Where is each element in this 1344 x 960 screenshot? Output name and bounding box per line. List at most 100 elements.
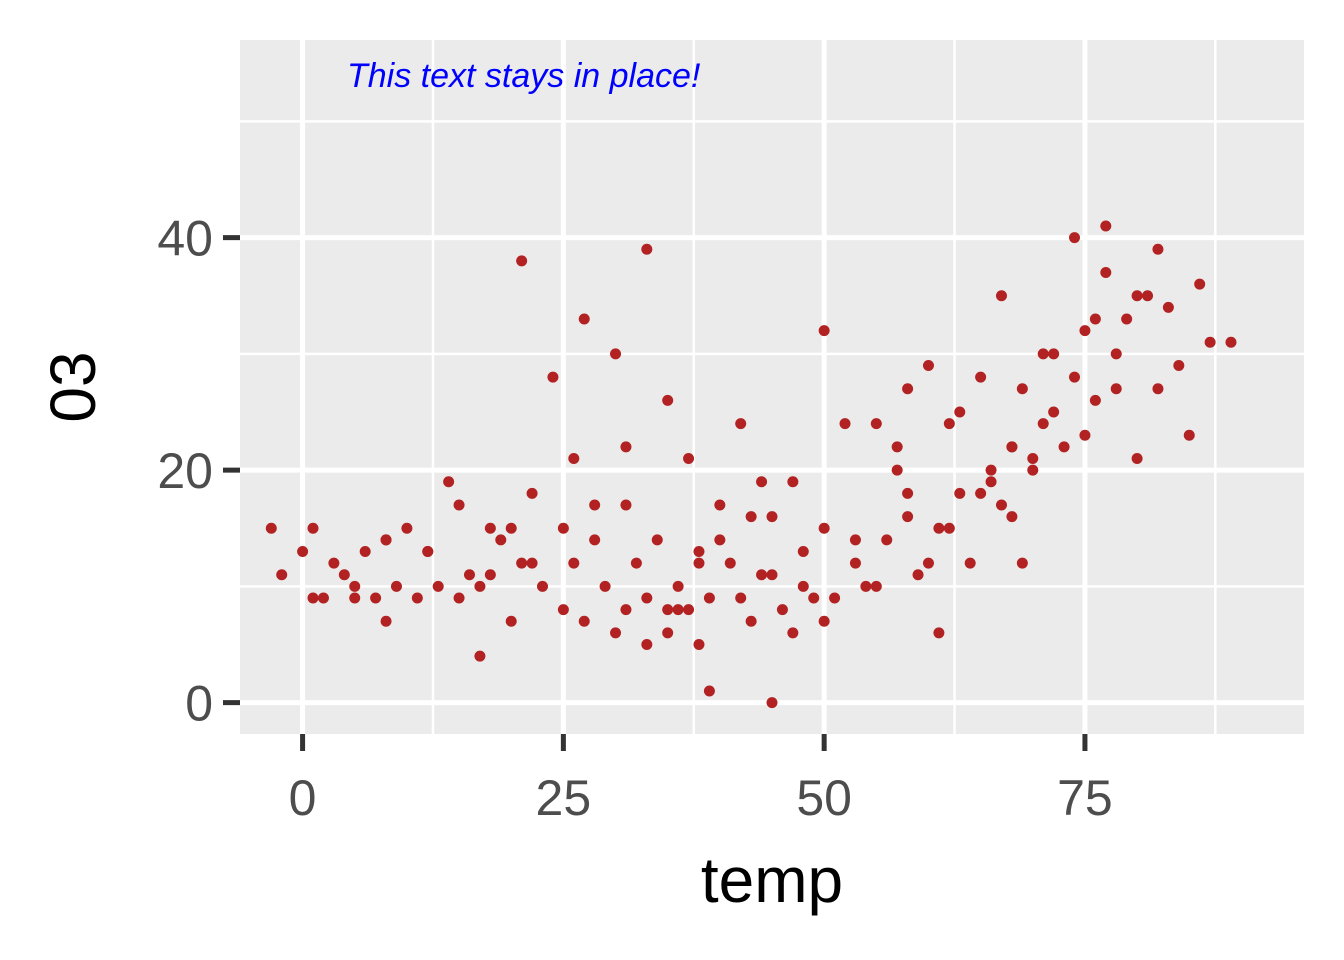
- data-point: [870, 580, 882, 592]
- data-point: [902, 511, 914, 523]
- data-point: [359, 545, 371, 557]
- data-point: [891, 441, 903, 453]
- data-point: [693, 557, 705, 569]
- x-axis-title: temp: [701, 844, 843, 916]
- data-point: [620, 441, 632, 453]
- data-point: [651, 534, 663, 546]
- data-point: [1048, 406, 1060, 418]
- data-point: [537, 580, 549, 592]
- data-points: [265, 220, 1237, 709]
- data-point: [484, 569, 496, 581]
- data-point: [265, 522, 277, 534]
- data-point: [943, 522, 955, 534]
- data-point: [818, 325, 830, 337]
- data-point: [954, 487, 966, 499]
- data-point: [1027, 452, 1039, 464]
- data-point: [1037, 418, 1049, 430]
- y-axis-title: 03: [37, 351, 109, 422]
- data-point: [787, 627, 799, 639]
- data-point: [1089, 394, 1101, 406]
- data-point: [474, 580, 486, 592]
- data-point: [1204, 336, 1216, 348]
- data-point: [881, 534, 893, 546]
- data-point: [328, 557, 340, 569]
- data-point: [1079, 429, 1091, 441]
- data-point: [693, 638, 705, 650]
- data-point: [662, 627, 674, 639]
- data-point: [1162, 301, 1174, 313]
- data-point: [578, 313, 590, 325]
- data-point: [297, 545, 309, 557]
- data-point: [922, 359, 934, 371]
- data-point: [526, 557, 538, 569]
- data-point: [662, 604, 674, 616]
- data-point: [975, 371, 987, 383]
- data-point: [672, 604, 684, 616]
- data-point: [516, 255, 528, 267]
- data-point: [589, 534, 601, 546]
- data-point: [860, 580, 872, 592]
- data-point: [1006, 441, 1018, 453]
- data-point: [683, 452, 695, 464]
- data-point: [693, 545, 705, 557]
- data-point: [422, 545, 434, 557]
- data-point: [380, 615, 392, 627]
- data-point: [1131, 290, 1143, 302]
- y-tick-label: 20: [157, 443, 213, 499]
- data-point: [922, 557, 934, 569]
- data-point: [703, 592, 715, 604]
- data-point: [630, 557, 642, 569]
- data-point: [776, 604, 788, 616]
- data-point: [620, 499, 632, 511]
- data-point: [526, 487, 538, 499]
- data-point: [1131, 452, 1143, 464]
- data-point: [1152, 383, 1164, 395]
- data-point: [516, 557, 528, 569]
- data-point: [703, 685, 715, 697]
- data-point: [610, 348, 622, 360]
- data-point: [985, 476, 997, 488]
- data-point: [995, 499, 1007, 511]
- data-point: [307, 592, 319, 604]
- data-point: [443, 476, 455, 488]
- data-point: [1173, 359, 1185, 371]
- data-point: [568, 557, 580, 569]
- x-tick-label: 25: [536, 770, 592, 826]
- data-point: [933, 627, 945, 639]
- x-axis-ticks: 0 25 50 75: [289, 734, 1113, 826]
- data-point: [797, 580, 809, 592]
- data-point: [1069, 232, 1081, 244]
- data-point: [1225, 336, 1237, 348]
- data-point: [505, 522, 517, 534]
- data-point: [338, 569, 350, 581]
- data-point: [1048, 348, 1060, 360]
- data-point: [829, 592, 841, 604]
- x-tick-label: 50: [796, 770, 852, 826]
- data-point: [766, 511, 778, 523]
- data-point: [787, 476, 799, 488]
- data-point: [276, 569, 288, 581]
- minor-gridlines: [240, 40, 1304, 734]
- data-point: [495, 534, 507, 546]
- x-tick-label: 75: [1057, 770, 1113, 826]
- data-point: [401, 522, 413, 534]
- data-point: [985, 464, 997, 476]
- data-point: [745, 511, 757, 523]
- data-point: [641, 243, 653, 255]
- data-point: [1016, 383, 1028, 395]
- data-point: [610, 627, 622, 639]
- data-point: [370, 592, 382, 604]
- y-axis-ticks: 0 20 40: [157, 211, 240, 732]
- data-point: [808, 592, 820, 604]
- data-point: [1183, 429, 1195, 441]
- data-point: [380, 534, 392, 546]
- data-point: [505, 615, 517, 627]
- data-point: [453, 499, 465, 511]
- x-tick-label: 0: [289, 770, 317, 826]
- data-point: [714, 534, 726, 546]
- data-point: [1152, 243, 1164, 255]
- data-point: [1037, 348, 1049, 360]
- data-point: [1089, 313, 1101, 325]
- data-point: [1142, 290, 1154, 302]
